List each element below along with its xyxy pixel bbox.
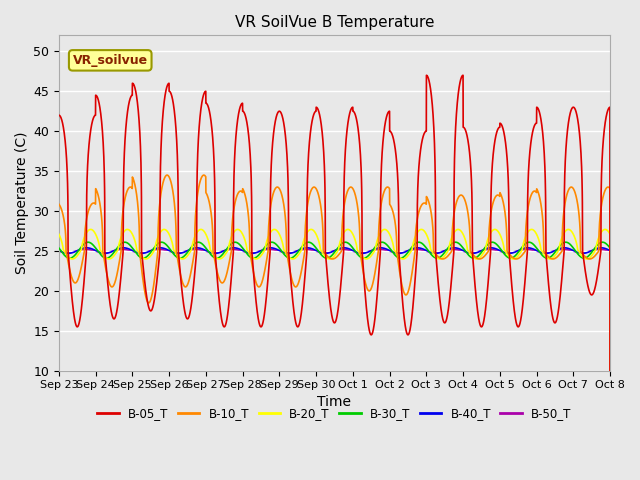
B-20_T (154, 234, 162, 240)
B-30_T (428, 252, 435, 258)
B-05_T (154, 268, 162, 274)
B-05_T (606, 448, 614, 454)
B-10_T (458, 192, 466, 198)
B-10_T (605, 185, 613, 191)
B-40_T (597, 245, 605, 251)
Line: B-10_T: B-10_T (59, 175, 610, 451)
Line: B-30_T: B-30_T (59, 242, 610, 258)
B-50_T (458, 248, 466, 254)
Line: B-05_T: B-05_T (59, 75, 610, 451)
Legend: B-05_T, B-10_T, B-20_T, B-30_T, B-40_T, B-50_T: B-05_T, B-10_T, B-20_T, B-30_T, B-40_T, … (93, 403, 576, 425)
B-10_T (154, 239, 162, 245)
B-50_T (314, 249, 322, 254)
B-30_T (605, 244, 613, 250)
Line: B-40_T: B-40_T (59, 248, 610, 253)
B-50_T (428, 250, 435, 255)
B-05_T (314, 106, 322, 112)
B-10_T (55, 201, 63, 207)
B-40_T (154, 245, 162, 251)
B-40_T (314, 249, 322, 254)
B-40_T (428, 250, 435, 255)
B-40_T (579, 251, 586, 256)
B-10_T (163, 172, 171, 178)
B-50_T (486, 247, 493, 252)
B-50_T (606, 248, 614, 254)
B-50_T (490, 247, 497, 252)
B-05_T (605, 105, 613, 110)
B-30_T (154, 241, 162, 247)
B-10_T (606, 448, 614, 454)
B-30_T (286, 255, 294, 261)
X-axis label: Time: Time (317, 395, 351, 408)
B-40_T (605, 247, 613, 253)
B-30_T (606, 245, 614, 251)
B-10_T (314, 190, 322, 196)
B-30_T (458, 244, 466, 250)
Line: B-20_T: B-20_T (59, 229, 610, 259)
B-20_T (490, 227, 497, 233)
B-05_T (428, 93, 435, 98)
B-40_T (458, 247, 466, 253)
B-40_T (55, 248, 63, 253)
B-20_T (55, 231, 63, 237)
B-50_T (504, 250, 512, 255)
B-20_T (605, 230, 613, 236)
B-50_T (154, 247, 162, 252)
B-30_T (314, 248, 322, 253)
Line: B-50_T: B-50_T (59, 250, 610, 252)
B-30_T (55, 245, 63, 251)
B-30_T (490, 240, 497, 245)
B-05_T (460, 72, 467, 78)
B-20_T (606, 231, 614, 237)
B-20_T (314, 236, 322, 242)
Y-axis label: Soil Temperature (C): Soil Temperature (C) (15, 132, 29, 274)
Title: VR SoilVue B Temperature: VR SoilVue B Temperature (235, 15, 434, 30)
B-20_T (428, 248, 435, 254)
B-30_T (268, 240, 276, 245)
B-10_T (428, 212, 435, 218)
Text: VR_soilvue: VR_soilvue (73, 54, 148, 67)
B-20_T (68, 256, 76, 262)
B-05_T (55, 112, 63, 118)
B-10_T (490, 199, 497, 205)
B-05_T (458, 73, 466, 79)
B-05_T (490, 150, 497, 156)
B-50_T (605, 248, 613, 254)
B-20_T (458, 230, 466, 236)
B-40_T (490, 245, 497, 251)
B-20_T (87, 227, 95, 232)
B-50_T (55, 248, 63, 254)
B-40_T (606, 248, 614, 253)
